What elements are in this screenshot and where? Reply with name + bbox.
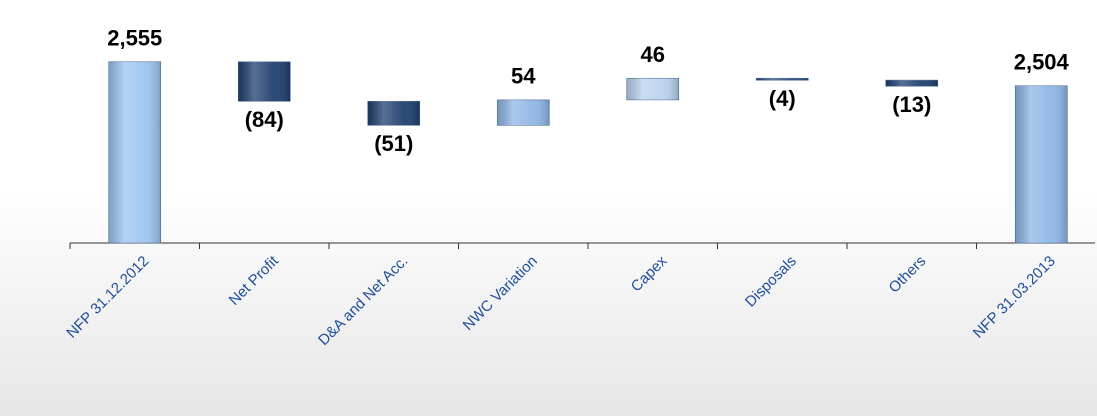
x-tick-label: D&A and Net Acc.	[315, 253, 411, 349]
value-label: 2,504	[1014, 50, 1070, 75]
value-label: 54	[511, 64, 536, 89]
x-tick-label: NWC Variation	[460, 253, 541, 334]
value-label: (84)	[245, 107, 284, 132]
x-tick-label: NFP 31.03.2013	[970, 253, 1059, 342]
value-label: 46	[641, 42, 665, 67]
bar	[108, 61, 162, 244]
x-tick-label: Disposals	[742, 253, 800, 311]
bar	[885, 79, 939, 87]
value-label: (13)	[892, 92, 931, 117]
bar	[496, 99, 550, 126]
x-tick-label: Others	[886, 253, 930, 297]
bar	[237, 61, 291, 102]
value-label: 2,555	[107, 26, 162, 51]
value-label: (4)	[769, 86, 796, 111]
bar	[755, 77, 809, 81]
x-tick-label: Capex	[628, 252, 671, 295]
bar	[626, 77, 680, 101]
x-tick-label: Net Profit	[226, 252, 283, 309]
x-tick-label: NFP 31.12.2012	[63, 253, 152, 342]
bar	[1014, 85, 1068, 244]
value-label: (51)	[374, 131, 413, 156]
bar	[367, 101, 421, 126]
